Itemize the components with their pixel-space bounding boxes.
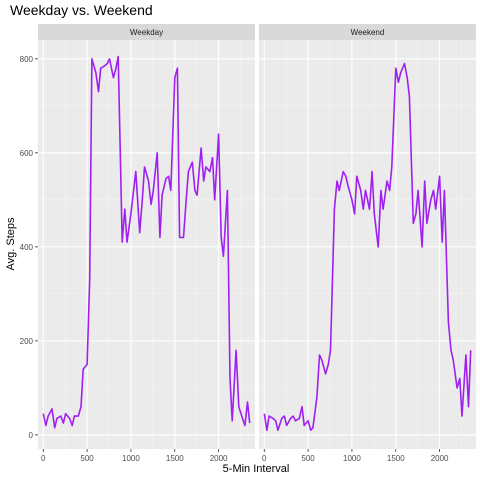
x-tick-label: 2000 bbox=[210, 454, 228, 463]
y-tick-label: 800 bbox=[20, 55, 34, 64]
chart-title: Weekday vs. Weekend bbox=[10, 2, 153, 18]
y-tick-label: 200 bbox=[20, 337, 34, 346]
x-tick-label: 1500 bbox=[166, 454, 184, 463]
x-tick-label: 500 bbox=[301, 454, 315, 463]
x-tick-label: 1000 bbox=[122, 454, 140, 463]
strip-label-weekday: Weekday bbox=[130, 28, 163, 37]
x-tick-label: 500 bbox=[80, 454, 94, 463]
x-tick-label: 0 bbox=[262, 454, 267, 463]
x-tick-label: 0 bbox=[41, 454, 46, 463]
panel-weekday: Weekday 0 500 1000 1500 2000 bbox=[38, 24, 255, 463]
x-tick-label: 2000 bbox=[431, 454, 449, 463]
y-tick-label: 400 bbox=[20, 243, 34, 252]
y-tick-label: 600 bbox=[20, 149, 34, 158]
x-tick-label: 1500 bbox=[387, 454, 405, 463]
x-axis-title: 5-Min Interval bbox=[223, 463, 290, 475]
panel-weekend: Weekend 0 500 1000 1500 2000 bbox=[259, 24, 476, 463]
y-tick-label: 0 bbox=[29, 431, 34, 440]
x-tick-label: 1000 bbox=[343, 454, 361, 463]
strip-label-weekend: Weekend bbox=[351, 28, 385, 37]
y-axis-title: Avg. Steps bbox=[5, 217, 17, 270]
